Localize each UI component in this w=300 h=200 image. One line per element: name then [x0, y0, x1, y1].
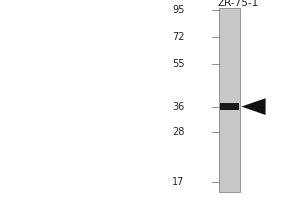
- Text: 28: 28: [172, 127, 185, 137]
- Text: ZR-75-1: ZR-75-1: [218, 0, 259, 8]
- Text: 95: 95: [172, 5, 185, 15]
- Text: 17: 17: [172, 177, 185, 187]
- Bar: [219, 8, 239, 192]
- Polygon shape: [242, 98, 266, 115]
- Text: 72: 72: [172, 32, 185, 42]
- Text: 36: 36: [172, 102, 185, 112]
- Bar: [220, 103, 239, 110]
- Text: 55: 55: [172, 59, 185, 69]
